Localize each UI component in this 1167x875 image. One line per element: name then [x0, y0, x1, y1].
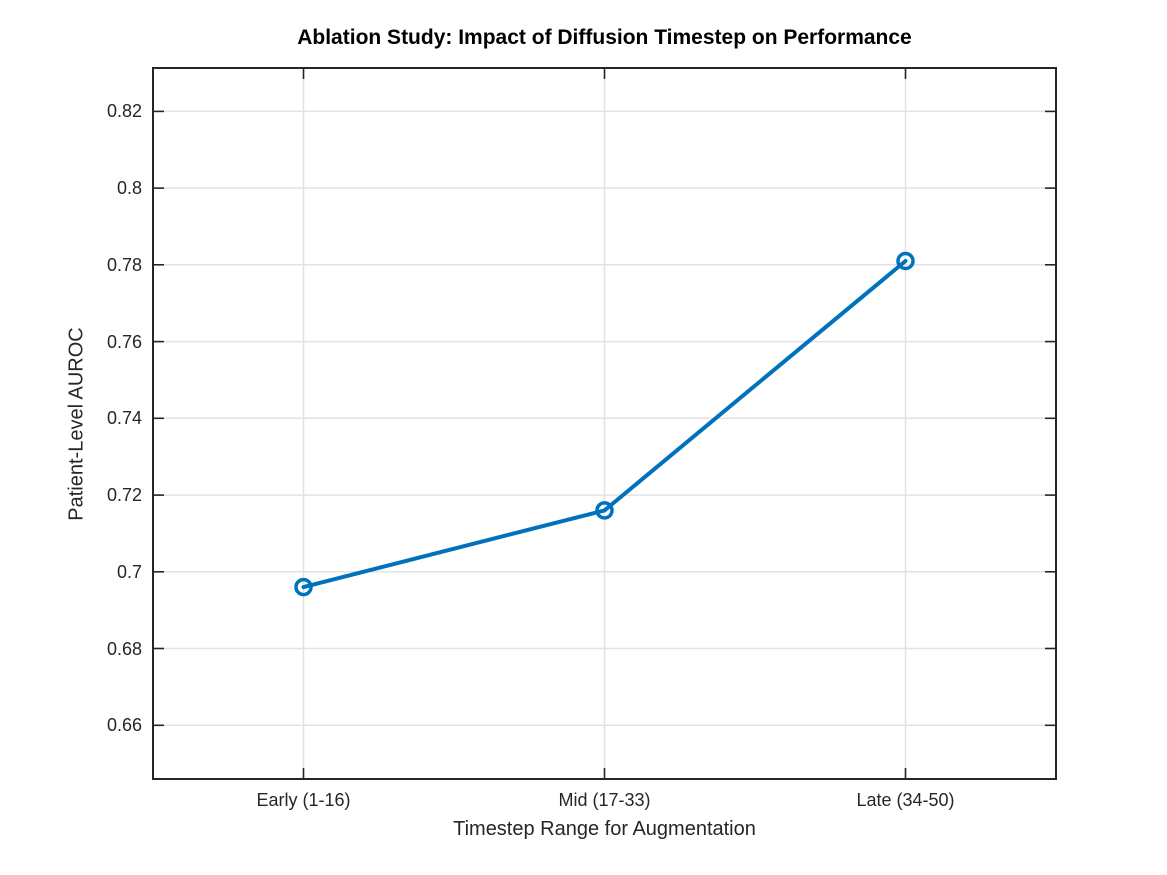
data-point-marker	[294, 577, 313, 597]
data-point-marker	[896, 251, 915, 271]
y-tick-label: 0.72	[106, 485, 142, 506]
y-tick-label: 0.7	[116, 561, 142, 582]
y-tick-label: 0.82	[106, 101, 142, 122]
y-tick-label: 0.76	[106, 331, 142, 352]
y-tick-label: 0.66	[106, 715, 142, 736]
data-point-marker	[595, 501, 614, 520]
y-tick-label: 0.78	[106, 254, 142, 275]
x-tick-label: Late (34-50)	[856, 790, 955, 810]
x-tick-label: Early (1-16)	[256, 790, 351, 810]
chart-title: Ablation Study: Impact of Diffusion Time…	[297, 26, 912, 49]
data-line	[301, 259, 908, 590]
x-tick-label: Mid (17-33)	[558, 790, 651, 810]
y-tick-label: 0.74	[106, 408, 142, 429]
y-tick-label: 0.68	[106, 638, 142, 659]
y-tick-label: 0.8	[116, 178, 142, 199]
x-axis-label: Timestep Range for Augmentation	[453, 818, 756, 840]
